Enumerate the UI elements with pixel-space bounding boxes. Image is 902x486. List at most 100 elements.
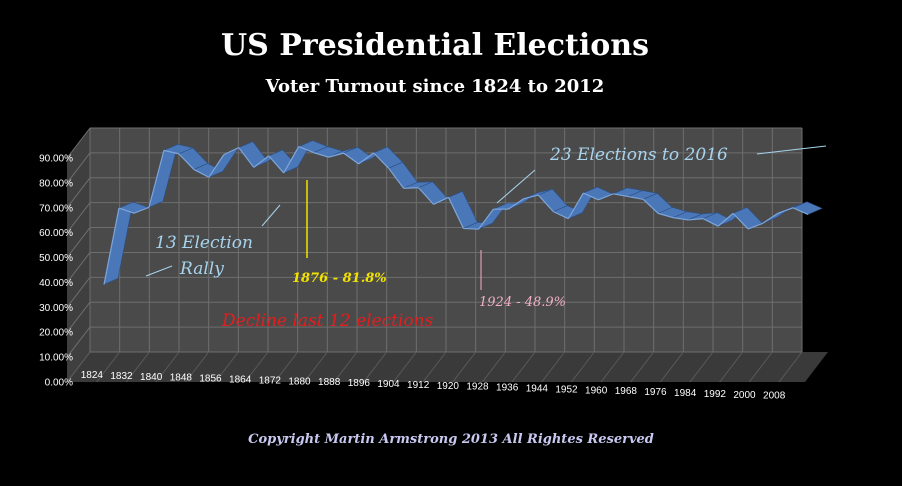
floor [67,352,828,382]
series-line [193,168,210,178]
series-line [537,194,554,213]
x-tick-label: 1936 [496,383,519,394]
x-tick-label: 1888 [318,377,341,388]
x-tick-label: 1864 [229,375,252,386]
x-tick-label: 2008 [763,391,786,402]
chart-walls [67,128,828,382]
series-line [777,207,794,214]
side-gridline [66,177,91,209]
series-line [433,196,449,205]
series-line [283,146,300,174]
series-line [403,187,419,189]
series-line [613,193,629,198]
y-tick-label: 0.00% [45,378,73,389]
series-line [762,212,779,224]
series-line [673,217,689,221]
series-line [148,150,165,208]
floor-gridline [274,351,299,383]
series-line [178,153,195,170]
series-line [642,198,659,214]
series-line [163,149,180,155]
floor-gridline [600,351,625,383]
floor-gridline [422,351,447,383]
side-gridline [66,152,91,184]
floor-gridline [303,351,328,383]
rally-pointer-line [145,265,173,277]
turnout-series [103,139,823,285]
floor-gridline [125,351,150,383]
series-line [583,192,599,201]
y-tick-label: 40.00% [39,278,73,289]
annotation-1924: 1924 - 48.9% [479,295,566,310]
side-gridline [66,326,91,358]
series-line [373,152,390,169]
x-tick-label: 1984 [674,388,697,399]
floor-gridline [185,351,210,383]
y-tick-label: 90.00% [39,154,73,165]
annotation-1876: 1876 - 81.8% [292,271,387,286]
series-line [717,212,734,227]
series-line [328,152,344,158]
x-tick-label: 1944 [526,384,549,395]
floor-gridline [452,351,477,383]
series-line [238,147,255,168]
x-tick-label: 1904 [377,379,400,390]
floor-gridline [748,351,773,383]
series-line [418,187,434,205]
series-line [658,212,674,219]
floor-gridline [719,351,744,383]
floor-gridline [630,351,655,383]
floor-gridline [570,351,595,383]
x-tick-label: 1976 [644,387,667,398]
floor-gridline [689,351,714,383]
floor-gridline [244,351,269,383]
series-line [208,154,225,178]
series-line [688,218,704,221]
y-tick-label: 10.00% [39,353,73,364]
x-tick-label: 1968 [615,386,638,397]
series-line [447,197,465,229]
floor-gridline [778,351,803,383]
series-line [553,211,569,220]
series-line [118,207,135,214]
x-axis-tick-labels: 1824 1832 1840 1848 1856 1864 1872 1880 1888 1896… [81,370,786,402]
series-line [223,147,240,156]
floor-gridline [66,351,91,383]
series-line [253,155,270,168]
series-line [747,222,764,230]
rally-pointer-line-2 [261,204,281,227]
annotation-rally: Rally [179,259,224,279]
x-tick-label: 1880 [288,376,311,387]
side-gridline [66,252,91,283]
series-line [388,167,405,189]
x-tick-label: 1872 [259,375,282,386]
annotations: 13 Election Rally 23 Elections to 2016 1… [145,145,827,331]
side-gridline [66,301,91,333]
x-tick-label: 1848 [170,373,193,384]
y-tick-label: 80.00% [39,178,73,189]
x-tick-label: 1856 [199,374,222,385]
floor-gridline [363,351,388,383]
floor-gridline [96,351,121,383]
x-tick-label: 1840 [140,372,163,383]
x-tick-label: 1992 [704,389,727,400]
floor-gridline [541,351,566,383]
side-gridline [66,202,91,233]
floor-gridline [511,351,536,383]
series-line [358,152,374,165]
floor-gridline [214,351,239,383]
y-tick-label: 50.00% [39,253,73,264]
series-line [598,193,614,201]
series-line [477,208,494,230]
x-tick-label: 1896 [348,378,371,389]
annotation-13-election: 13 Election [155,233,253,253]
y-tick-label: 70.00% [39,203,73,214]
side-gridline [66,227,91,258]
series-line [133,206,150,214]
floor-gridline [155,351,180,383]
chart-subtitle: Voter Turnout since 1824 to 2012 [265,76,605,97]
x-tick-label: 1824 [81,370,104,381]
annotation-decline: Decline last 12 elections [221,311,434,331]
side-gridline [66,127,91,159]
